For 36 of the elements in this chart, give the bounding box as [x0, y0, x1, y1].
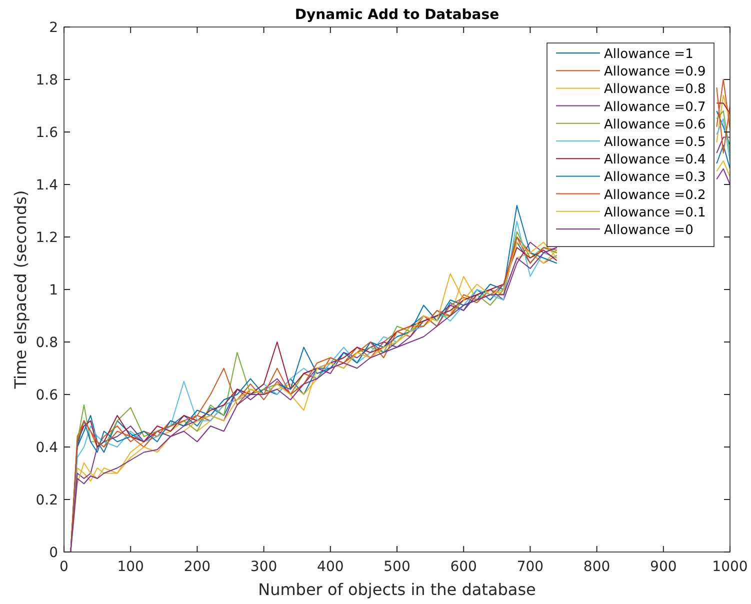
legend-label: Allowance =0.1 [604, 205, 706, 220]
legend-label: Allowance =0.6 [604, 117, 706, 132]
x-tick-label: 300 [250, 559, 278, 575]
x-tick-label: 500 [384, 559, 410, 575]
chart-title: Dynamic Add to Database [294, 7, 500, 23]
y-tick-label: 0.4 [36, 440, 58, 456]
x-tick-label: 800 [583, 559, 610, 575]
legend-label: Allowance =0.3 [604, 170, 706, 186]
y-tick-label: 0 [49, 545, 58, 561]
legend-label: Allowance =0.8 [604, 82, 706, 98]
y-tick-label: 0.6 [36, 388, 58, 404]
x-tick-label: 200 [184, 559, 211, 575]
x-axis-title: Number of objects in the database [258, 580, 536, 599]
y-axis-title: Time elspaced (seconds) [11, 190, 30, 390]
y-tick-label: 1.6 [36, 125, 58, 141]
x-tick-label: 400 [317, 559, 344, 575]
legend-label: Allowance =0 [604, 223, 694, 238]
x-tick-label: 700 [516, 559, 544, 575]
legend-label: Allowance =0.7 [604, 100, 706, 115]
y-tick-label: 1 [49, 282, 58, 298]
x-tick-label: 100 [117, 559, 144, 575]
x-tick-label: 600 [450, 559, 477, 575]
y-tick-label: 0.2 [36, 492, 58, 508]
y-tick-label: 2 [49, 20, 58, 36]
legend-label: Allowance =1 [604, 47, 694, 62]
legend-label: Allowance =0.5 [604, 135, 706, 150]
legend-label: Allowance =0.9 [604, 64, 706, 80]
x-tick-label: 0 [60, 559, 68, 575]
y-tick-label: 1.8 [36, 72, 58, 88]
legend-label: Allowance =0.4 [604, 152, 706, 168]
legend-label: Allowance =0.2 [604, 188, 706, 203]
x-tick-label: 900 [650, 559, 677, 575]
x-tick-label: 1000 [712, 559, 748, 575]
y-tick-label: 1.4 [36, 178, 58, 194]
y-tick-label: 0.8 [36, 335, 58, 351]
y-tick-label: 1.2 [36, 230, 58, 246]
